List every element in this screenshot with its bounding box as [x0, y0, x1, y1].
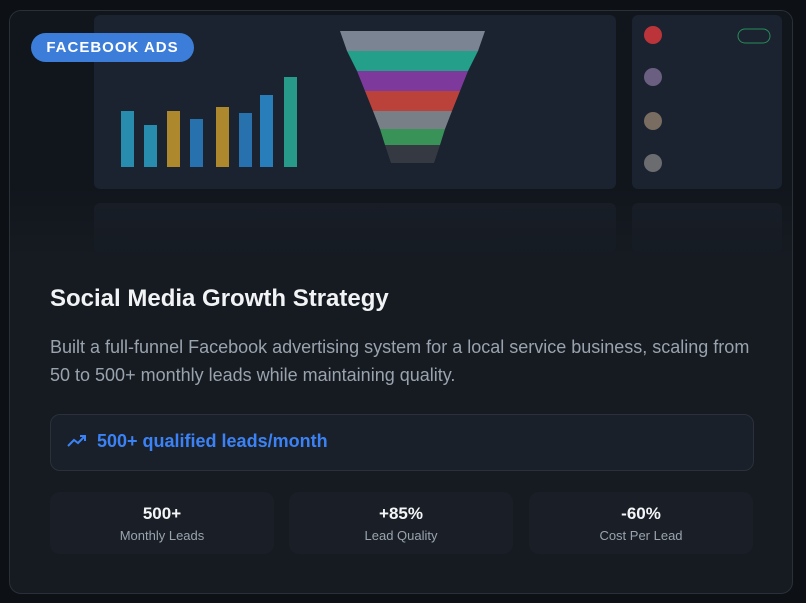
stat-box: 500+ Monthly Leads — [50, 492, 274, 554]
highlight-box: 500+ qualified leads/month — [50, 414, 754, 471]
project-description: Built a full-funnel Facebook advertising… — [50, 337, 750, 385]
stat-label: Monthly Leads — [119, 528, 205, 543]
dashboard-image — [10, 11, 792, 261]
stat-box: -60% Cost Per Lead — [529, 492, 753, 554]
highlight-text: 500+ qualified leads/month — [97, 431, 328, 451]
project-card: FACEBOOK ADS Social Media Growth Strateg… — [9, 10, 793, 594]
category-badge: FACEBOOK ADS — [31, 33, 194, 62]
stat-value: -60% — [621, 504, 661, 523]
stat-label: Lead Quality — [364, 528, 438, 543]
stat-box: +85% Lead Quality — [289, 492, 513, 554]
trend-icon — [67, 435, 86, 447]
project-title: Social Media Growth Strategy — [50, 285, 389, 312]
stat-value: +85% — [379, 504, 423, 523]
stat-value: 500+ — [142, 504, 182, 523]
stat-label: Cost Per Lead — [599, 528, 683, 543]
